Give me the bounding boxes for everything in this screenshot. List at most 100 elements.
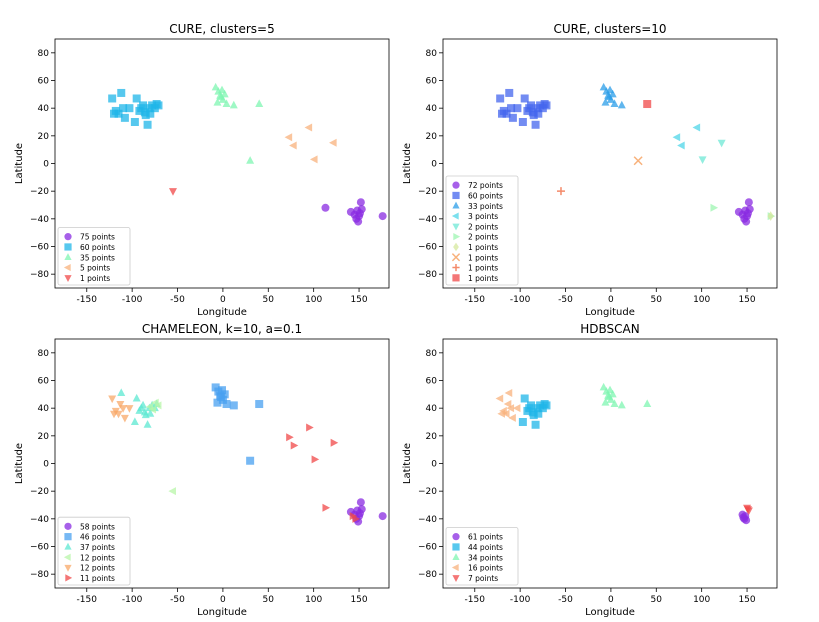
y-tick-label: 60 — [426, 377, 438, 387]
data-point — [322, 503, 331, 512]
data-point — [677, 141, 685, 150]
x-axis-label: Longitude — [585, 307, 635, 318]
y-tick-label: −80 — [30, 570, 49, 580]
data-point — [356, 198, 365, 207]
data-point — [504, 388, 513, 397]
chart-title: HDBSCAN — [580, 322, 639, 336]
x-tick-label: -100 — [510, 595, 531, 605]
chart-panel-1: CURE, clusters=5 -150 -100 -50 0 50 100 150 80 60… — [14, 22, 390, 318]
data-point — [140, 108, 149, 117]
data-point — [605, 92, 614, 101]
legend-marker — [452, 553, 460, 560]
y-tick-label: 80 — [426, 349, 438, 359]
y-tick-label: −80 — [418, 270, 437, 280]
chart-panel-4: HDBSCAN -150 -100 -50 0 50 100 150 80 60 40 20 0 −20 −… — [402, 322, 778, 618]
y-tick-label: 0 — [43, 160, 49, 170]
x-tick-label: 0 — [220, 295, 226, 305]
y-tick-label: −80 — [30, 270, 49, 280]
series-1 — [321, 198, 387, 226]
legend-box — [57, 516, 131, 586]
y-axis-label: Latitude — [402, 443, 413, 484]
y-tick-label: 0 — [431, 460, 437, 470]
series-5 — [108, 395, 134, 423]
data-point — [767, 211, 774, 221]
chart-title: CURE, clusters=5 — [169, 22, 274, 36]
data-point — [534, 109, 543, 118]
series-3 — [599, 382, 652, 409]
data-point — [132, 393, 141, 402]
x-tick-label: -50 — [170, 595, 185, 605]
data-point — [117, 88, 126, 97]
data-point — [137, 104, 146, 113]
data-point — [229, 401, 238, 410]
y-tick-label: −60 — [418, 243, 437, 253]
data-point — [744, 198, 753, 207]
data-point — [378, 512, 387, 521]
legend-label: 2 points — [468, 233, 498, 242]
data-point — [255, 99, 264, 108]
x-tick-label: 50 — [651, 595, 663, 605]
legend-label: 46 points — [80, 533, 115, 542]
data-point — [352, 514, 361, 523]
data-point — [518, 418, 527, 426]
data-point — [137, 403, 146, 412]
data-point — [255, 400, 264, 409]
legend-marker — [452, 263, 460, 272]
series-3 — [599, 82, 626, 109]
y-tick-label: 80 — [38, 49, 50, 59]
data-point — [311, 455, 320, 464]
data-point — [717, 139, 726, 148]
data-point — [306, 423, 314, 432]
y-tick-label: −40 — [418, 515, 437, 525]
data-point — [610, 99, 619, 108]
y-tick-label: 20 — [426, 432, 438, 442]
legend-box — [445, 175, 519, 286]
data-point — [217, 393, 226, 402]
legend-marker — [452, 575, 460, 582]
x-tick-label: -100 — [122, 295, 143, 305]
x-tick-label: 50 — [263, 595, 275, 605]
legend-label: 58 points — [80, 522, 115, 531]
data-point — [140, 407, 149, 416]
x-tick-label: 150 — [350, 295, 367, 305]
data-point — [217, 92, 226, 101]
legend-marker — [63, 553, 71, 561]
data-point — [109, 109, 118, 118]
series-2 — [108, 88, 163, 129]
y-tick-label: 80 — [38, 349, 50, 359]
x-tick-label: -50 — [558, 295, 573, 305]
data-point — [154, 101, 163, 110]
x-tick-label: 150 — [738, 595, 755, 605]
data-point — [213, 98, 222, 106]
legend-label: 34 points — [468, 553, 503, 562]
series-5 — [743, 504, 753, 516]
x-tick-label: 100 — [305, 595, 322, 605]
data-point — [520, 94, 529, 103]
data-point — [643, 100, 652, 109]
data-point — [531, 120, 540, 129]
series-6 — [286, 423, 361, 523]
data-point — [119, 104, 128, 113]
data-point — [321, 203, 330, 212]
data-point — [125, 405, 134, 413]
y-tick-label: −20 — [30, 487, 49, 497]
legend-label: 11 points — [80, 574, 115, 583]
legend-label: 12 points — [80, 564, 115, 573]
data-point — [556, 187, 565, 196]
data-point — [743, 506, 752, 514]
data-point — [525, 404, 534, 413]
data-point — [130, 118, 139, 126]
x-tick-label: -150 — [465, 295, 486, 305]
data-point — [290, 441, 299, 450]
chart-title: CURE, clusters=10 — [553, 22, 666, 36]
series-10 — [643, 100, 652, 109]
data-point — [502, 109, 511, 118]
data-point — [601, 398, 610, 406]
x-tick-label: -150 — [77, 295, 98, 305]
data-point — [356, 498, 365, 507]
series-4 — [495, 388, 521, 422]
data-point — [743, 212, 752, 221]
data-point — [220, 89, 229, 98]
legend-marker — [452, 201, 460, 209]
